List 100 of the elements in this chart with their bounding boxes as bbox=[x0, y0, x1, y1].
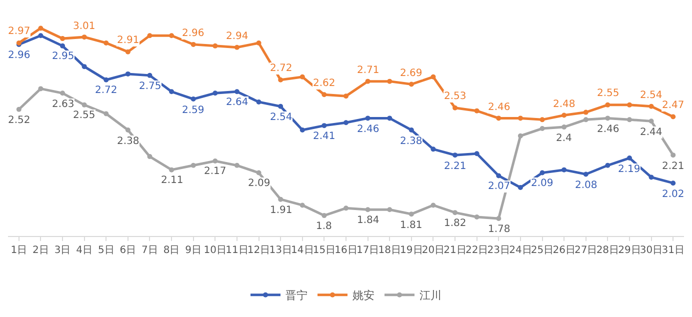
point bbox=[125, 128, 130, 132]
point bbox=[256, 170, 262, 176]
point bbox=[605, 116, 610, 121]
point bbox=[365, 78, 370, 84]
x-tick-label: 6日 bbox=[120, 245, 136, 256]
data-label: 2.71 bbox=[357, 65, 380, 76]
point bbox=[408, 82, 414, 87]
x-tick-label: 11日 bbox=[226, 245, 248, 256]
point bbox=[169, 167, 174, 172]
point bbox=[234, 89, 240, 94]
data-label: 2.46 bbox=[597, 124, 620, 135]
point bbox=[430, 202, 436, 208]
point bbox=[322, 213, 327, 218]
point bbox=[322, 123, 327, 128]
data-label: 2.17 bbox=[204, 166, 226, 177]
data-label: 2.96 bbox=[182, 28, 204, 39]
point bbox=[430, 74, 436, 80]
data-label: 2.41 bbox=[313, 131, 336, 142]
data-label: 2.96 bbox=[8, 50, 30, 61]
point bbox=[212, 90, 218, 96]
point bbox=[518, 185, 523, 190]
point bbox=[82, 64, 87, 70]
x-tick-label: 26日 bbox=[552, 245, 576, 256]
point bbox=[256, 99, 262, 104]
point bbox=[626, 117, 632, 122]
legend-label: 姚安 bbox=[352, 289, 374, 302]
point bbox=[38, 86, 44, 92]
x-tick-label: 15日 bbox=[312, 245, 336, 256]
data-label: 2.38 bbox=[400, 136, 422, 147]
point bbox=[496, 173, 502, 178]
x-tick-label: 28日 bbox=[596, 245, 620, 256]
data-label: 2.91 bbox=[117, 35, 140, 46]
point bbox=[147, 72, 152, 78]
point bbox=[212, 43, 218, 48]
point bbox=[562, 167, 567, 172]
point bbox=[125, 71, 130, 76]
point bbox=[387, 116, 392, 121]
point bbox=[605, 102, 610, 108]
data-label: 2.63 bbox=[52, 99, 74, 110]
x-tick-label: 7日 bbox=[142, 245, 158, 256]
x-tick-label: 12日 bbox=[247, 245, 270, 256]
x-tick-label: 2日 bbox=[32, 245, 49, 256]
point bbox=[212, 158, 218, 164]
data-label: 2.21 bbox=[444, 161, 466, 172]
point bbox=[344, 206, 348, 211]
x-tick-label: 30日 bbox=[640, 245, 663, 256]
data-label: 2.54 bbox=[270, 112, 292, 123]
x-tick-label: 18日 bbox=[378, 245, 401, 256]
data-label: 2.19 bbox=[618, 164, 640, 175]
data-label: 2.21 bbox=[662, 161, 684, 172]
point bbox=[300, 128, 305, 132]
point bbox=[365, 116, 370, 121]
point bbox=[626, 156, 632, 161]
data-label: 3.01 bbox=[73, 21, 96, 32]
point bbox=[496, 216, 502, 221]
point bbox=[60, 43, 66, 48]
point bbox=[125, 49, 130, 54]
point bbox=[648, 118, 654, 124]
x-tick-label: 24日 bbox=[509, 245, 532, 256]
point bbox=[38, 26, 44, 31]
point bbox=[430, 146, 436, 152]
point bbox=[474, 214, 480, 220]
data-label: 2.02 bbox=[662, 189, 684, 200]
point bbox=[562, 124, 567, 130]
point bbox=[408, 212, 414, 217]
x-tick-label: 8日 bbox=[163, 245, 180, 256]
point bbox=[583, 172, 588, 177]
point bbox=[190, 42, 196, 47]
point bbox=[387, 207, 392, 212]
point bbox=[234, 44, 240, 50]
point bbox=[474, 151, 480, 156]
point bbox=[16, 106, 22, 112]
data-label: 2.95 bbox=[52, 51, 74, 62]
point bbox=[300, 74, 305, 80]
point bbox=[670, 180, 676, 186]
data-label: 1.8 bbox=[316, 221, 332, 232]
data-label: 2.4 bbox=[556, 133, 572, 144]
point bbox=[169, 89, 174, 94]
legend-label: 晋宁 bbox=[286, 289, 308, 302]
point bbox=[452, 105, 458, 110]
x-tick-label: 16日 bbox=[334, 245, 358, 256]
data-label: 2.72 bbox=[270, 63, 292, 74]
point bbox=[670, 152, 676, 158]
data-label: 2.11 bbox=[161, 175, 184, 186]
point bbox=[408, 128, 414, 132]
x-tick-label: 29日 bbox=[618, 245, 641, 256]
point bbox=[278, 104, 284, 109]
data-label: 2.09 bbox=[248, 178, 270, 189]
data-label: 2.44 bbox=[640, 127, 662, 138]
x-tick-label: 1日 bbox=[10, 245, 28, 256]
point bbox=[278, 77, 284, 82]
data-label: 1.91 bbox=[270, 205, 292, 216]
point bbox=[60, 36, 66, 42]
data-label: 2.46 bbox=[357, 124, 380, 135]
point bbox=[190, 96, 196, 102]
point bbox=[540, 126, 545, 132]
point bbox=[82, 34, 87, 40]
x-tick-label: 31日 bbox=[662, 245, 684, 256]
point bbox=[583, 117, 588, 122]
x-tick-label: 5日 bbox=[98, 245, 114, 256]
